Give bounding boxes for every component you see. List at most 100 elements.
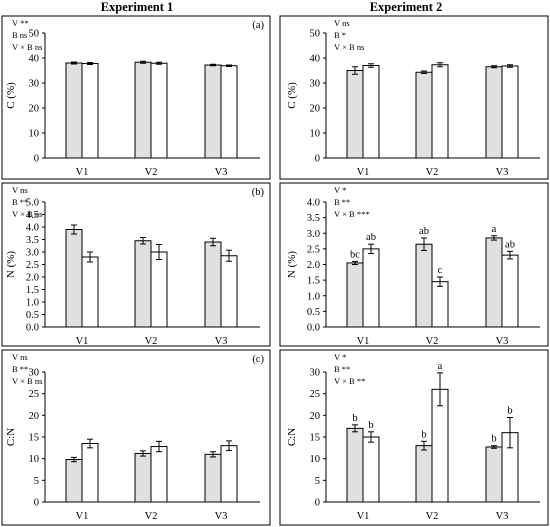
- y-tick-label: 30: [29, 368, 40, 379]
- y-tick-label: 0: [34, 154, 39, 165]
- y-tick-label: 50: [310, 29, 321, 40]
- bar: [431, 64, 449, 159]
- experiment-2-title: Experiment 2: [369, 0, 443, 14]
- y-axis-label: C:N: [5, 428, 17, 446]
- stats-text: B ns: [12, 30, 27, 40]
- bar: [134, 452, 152, 503]
- y-tick-label: 10: [310, 129, 321, 140]
- y-axis-label: C:N: [286, 428, 298, 446]
- y-tick-label: 1.0: [26, 298, 39, 309]
- panel-frame: [1, 182, 271, 347]
- y-tick-label: 3.5: [307, 213, 320, 224]
- stats-text: B **: [12, 364, 28, 374]
- x-tick-label: V1: [357, 511, 370, 522]
- bar: [204, 241, 222, 328]
- y-tick-label: 2.5: [26, 260, 39, 271]
- chart-panel-4: 0.00.51.01.52.02.53.03.54.0N (%)V1bcabV2…: [279, 182, 549, 347]
- stats-text: V ns: [334, 18, 350, 28]
- panel-frame: [1, 349, 271, 526]
- stats-text: B **: [12, 197, 28, 207]
- significance-letter: b: [368, 420, 373, 431]
- x-tick-label: V3: [496, 511, 509, 522]
- stats-text: V × B ns: [12, 376, 42, 386]
- significance-letter: bc: [350, 249, 360, 260]
- x-tick-label: V3: [215, 511, 228, 522]
- experiment-1-title: Experiment 1: [100, 0, 174, 14]
- y-tick-label: 0.5: [307, 307, 320, 318]
- bar: [362, 436, 380, 503]
- y-tick-label: 1.5: [26, 285, 39, 296]
- bar: [134, 240, 152, 328]
- y-tick-label: 5: [34, 476, 39, 487]
- bar: [431, 281, 449, 328]
- significance-letter: c: [438, 265, 443, 276]
- y-tick-label: 25: [310, 389, 321, 400]
- significance-letter: b: [491, 434, 496, 445]
- stats-text: V *: [334, 352, 346, 362]
- bar: [346, 262, 364, 328]
- stats-text: B **: [334, 197, 350, 207]
- bar: [501, 254, 519, 328]
- y-axis-label: C (%): [286, 82, 298, 109]
- bar: [485, 66, 503, 159]
- stats-text: V ns: [12, 352, 28, 362]
- bar: [362, 65, 380, 159]
- y-tick-label: 5.0: [26, 198, 39, 209]
- bar: [81, 256, 99, 328]
- stats-text: V × B ***: [334, 209, 370, 219]
- x-tick-label: V2: [426, 167, 439, 178]
- significance-letter: a: [438, 361, 443, 372]
- y-tick-label: 0: [34, 498, 39, 509]
- y-tick-label: 4.5: [26, 210, 39, 221]
- bar: [65, 229, 83, 328]
- y-tick-label: 0.5: [26, 310, 39, 321]
- chart-panel-3: 0.0 0.51.0 1.52.0 2.53.0 3.54.0 4.55.0 N (%) V1…: [1, 182, 271, 347]
- bar: [220, 65, 238, 159]
- bar: [65, 459, 83, 503]
- bar: [150, 446, 168, 503]
- y-tick-label: 3.0: [307, 229, 320, 240]
- bar: [150, 251, 168, 328]
- bar: [81, 443, 99, 503]
- y-axis-label: N (%): [5, 251, 17, 279]
- y-tick-label: 20: [310, 411, 321, 422]
- y-tick-label: 0: [315, 498, 320, 509]
- y-axis-label: N (%): [286, 251, 298, 279]
- y-tick-label: 1.0: [307, 291, 320, 302]
- y-tick-label: 20: [29, 411, 40, 422]
- y-tick-label: 4.0: [26, 223, 39, 234]
- y-tick-label: 40: [310, 54, 321, 65]
- stats-text: B **: [334, 364, 350, 374]
- bar: [415, 71, 433, 159]
- x-tick-label: V2: [145, 511, 158, 522]
- significance-letter: ab: [419, 226, 429, 237]
- y-tick-label: 30: [310, 79, 321, 90]
- x-tick-label: V3: [496, 336, 509, 347]
- bar: [220, 255, 238, 328]
- x-tick-label: V1: [357, 336, 370, 347]
- y-axis-label: C (%): [5, 82, 17, 109]
- x-tick-label: V1: [76, 336, 89, 347]
- chart-panel-5: 0 5 10 15 20 25 30 C:N V1 V2 V3 V ns B ** V × B ns (c): [1, 349, 271, 526]
- stats-text: V × B ns: [12, 42, 42, 52]
- y-tick-label: 15: [29, 433, 40, 444]
- y-tick-label: 5: [315, 476, 320, 487]
- bar: [220, 445, 238, 503]
- stats-text: V *: [334, 185, 346, 195]
- panel-label: (b): [252, 187, 265, 198]
- stats-text: V × B ns: [12, 209, 42, 219]
- y-tick-label: 2.5: [307, 244, 320, 255]
- panel-frame: [279, 182, 549, 347]
- x-tick-label: V3: [496, 167, 509, 178]
- significance-letter: b: [421, 429, 426, 440]
- y-tick-label: 50: [29, 29, 40, 40]
- x-tick-label: V1: [76, 167, 89, 178]
- y-tick-label: 10: [29, 454, 40, 465]
- x-tick-label: V2: [145, 167, 158, 178]
- y-tick-label: 20: [29, 104, 40, 115]
- bar: [150, 62, 168, 159]
- y-tick-label: 40: [29, 54, 40, 65]
- significance-letter: b: [352, 413, 357, 424]
- significance-letter: ab: [505, 239, 515, 250]
